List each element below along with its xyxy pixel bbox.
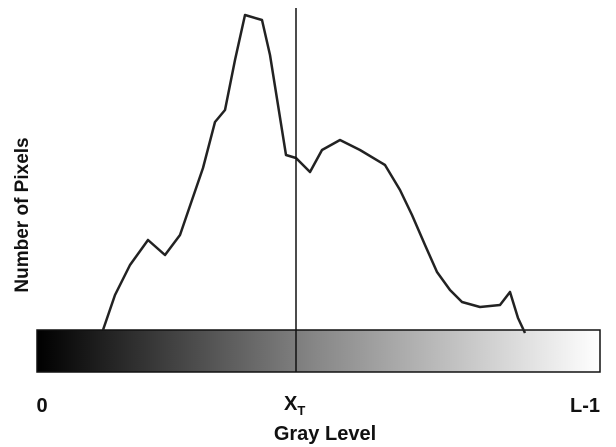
- tick-threshold-sub: T: [297, 403, 305, 418]
- tick-start: 0: [36, 395, 47, 417]
- gray-level-bar: [36, 329, 601, 373]
- tick-end: L-1: [570, 395, 600, 417]
- tick-threshold-main: X: [284, 393, 298, 415]
- histogram-curve: [101, 13, 527, 334]
- x-axis-label: Gray Level: [274, 423, 376, 445]
- y-axis-label: Number of Pixels: [12, 137, 33, 292]
- tick-threshold: XT: [284, 393, 305, 418]
